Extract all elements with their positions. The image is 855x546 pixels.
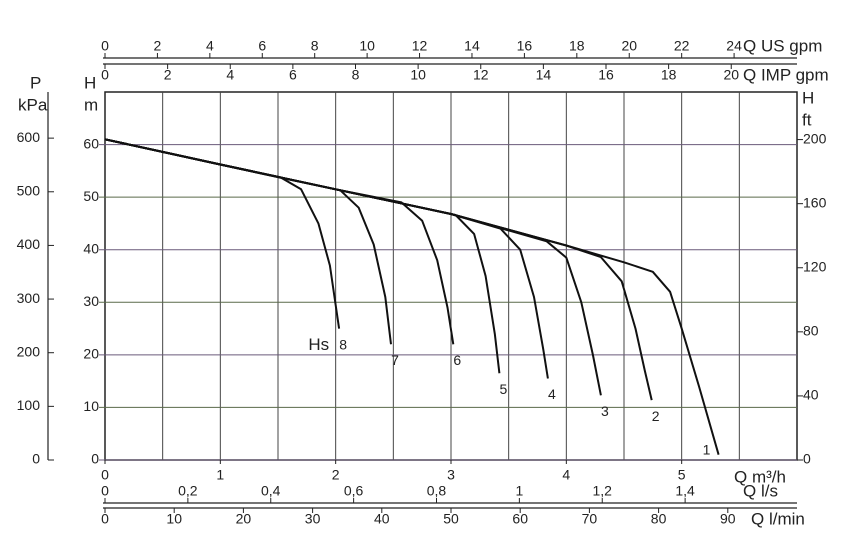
annotation: Hs [308,335,329,354]
axis-tick-label: 0 [101,483,109,499]
y-axis-unit: m [84,95,98,114]
y-tick-label: 0 [91,451,99,467]
axis-tick-label: 1,2 [593,483,613,499]
y-tick-label: 30 [83,293,99,309]
axis-title: H [802,88,814,107]
axis-tick-label: 20 [621,38,637,54]
axis-tick-label: 90 [720,511,736,527]
y-tick-label: 10 [83,398,99,414]
axis-tick-label: 4 [206,38,214,54]
curve-label: 1 [703,441,711,457]
axis-title: P [30,73,41,92]
axis-tick-label: 0 [101,38,109,54]
axis-tick-label: 600 [17,129,41,145]
axis-tick-label: 0 [101,67,109,83]
axis-tick-label: 0,6 [344,483,364,499]
axis-tick-label: 0,4 [261,483,281,499]
axis-tick-label: 1 [515,483,523,499]
axis-tick-label: 0 [32,451,40,467]
axis-tick-label: 24 [726,38,742,54]
curve-label: 4 [548,386,556,402]
axis-tick-label: 80 [651,511,667,527]
axis-tick-label: 300 [17,290,41,306]
curve [104,138,501,374]
x-tick-label: 3 [447,467,455,483]
axis-tick-label: 70 [582,511,598,527]
x-tick-label: 0 [101,467,109,483]
axis-tick-label: 10 [410,67,426,83]
axis-tick-label: 40 [374,511,390,527]
axis-tick-label: 6 [258,38,266,54]
y-tick-label: 60 [83,135,99,151]
axis-tick-label: 18 [569,38,585,54]
x-tick-label: 4 [562,467,570,483]
axis-tick-label: 20 [236,511,252,527]
curve [104,138,602,396]
axis-tick-label: 8 [352,67,360,83]
curve-label: 3 [601,403,609,419]
axis-tick-label: 200 [803,130,827,146]
axis-tick-label: 0,8 [427,483,447,499]
axis-tick-label: 14 [536,67,552,83]
axis-tick-label: 400 [17,236,41,252]
axis-tick-label: 2 [164,67,172,83]
axis-tick-label: 200 [17,343,41,359]
axis-tick-label: 18 [661,67,677,83]
curve-label: 2 [652,408,660,424]
axis-tick-label: 500 [17,182,41,198]
y-tick-label: 50 [83,188,99,204]
y-axis-title: H [84,73,96,92]
axis-tick-label: 100 [17,397,41,413]
x-axis-title: Q m³/h [734,467,786,486]
axis-tick-label: 20 [723,67,739,83]
axis-tick-label: 1,4 [675,483,695,499]
axis-title: Q IMP gpm [743,65,829,84]
axis-title: Q US gpm [743,36,822,55]
curve [104,138,341,329]
axis-unit: ft [802,110,812,129]
axis-tick-label: 0 [101,511,109,527]
axis-tick-label: 10 [166,511,182,527]
axis-tick-label: 8 [311,38,319,54]
axis-tick-label: 12 [473,67,489,83]
x-tick-label: 2 [332,467,340,483]
axis-title: Q l/min [751,509,805,528]
x-tick-label: 5 [678,467,686,483]
axis-tick-label: 60 [512,511,528,527]
axis-tick-label: 80 [803,323,819,339]
curve-label: 7 [391,352,399,368]
axis-tick-label: 6 [289,67,297,83]
axis-tick-label: 12 [412,38,428,54]
axis-tick-label: 4 [226,67,234,83]
curve [104,138,455,345]
axis-tick-label: 120 [803,258,827,274]
axis-tick-label: 0,2 [178,483,198,499]
axis-tick-label: 30 [305,511,321,527]
axis-tick-label: 2 [154,38,162,54]
axis-tick-label: 16 [517,38,533,54]
axis-tick-label: 16 [598,67,614,83]
y-tick-label: 20 [83,346,99,362]
axis-tick-label: 14 [464,38,480,54]
axis-unit: kPa [18,95,48,114]
curve-label: 6 [453,352,461,368]
axis-tick-label: 40 [803,387,819,403]
curve-label: 5 [500,381,508,397]
axis-tick-label: 160 [803,194,827,210]
axis-tick-label: 10 [359,38,375,54]
y-tick-label: 40 [83,240,99,256]
axis-tick-label: 0 [803,451,811,467]
axis-tick-label: 22 [674,38,690,54]
axis-tick-label: 50 [443,511,459,527]
curve-label: 8 [339,336,347,352]
x-tick-label: 1 [216,467,224,483]
axis-title: Q l/s [743,481,778,500]
